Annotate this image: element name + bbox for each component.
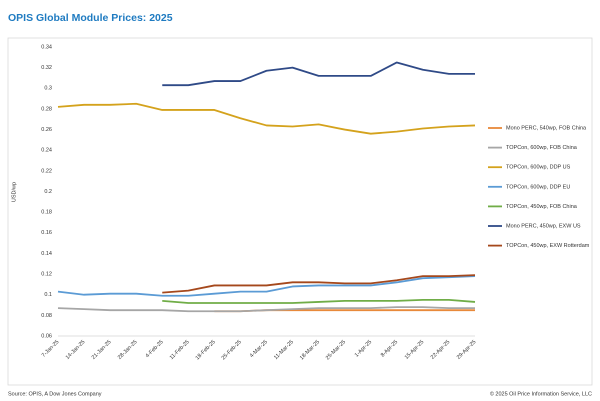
legend-label: Mono PERC, 540wp, FOB China bbox=[506, 125, 587, 131]
x-tick-label: 21-Jan-25 bbox=[91, 339, 113, 361]
x-tick-label: 8-Apr-25 bbox=[380, 339, 399, 358]
series-line bbox=[57, 306, 475, 313]
x-tick-label: 14-Jan-25 bbox=[65, 339, 87, 361]
y-tick-label: 0.16 bbox=[41, 230, 52, 236]
y-tick-label: 0.26 bbox=[41, 127, 52, 133]
series-line bbox=[162, 61, 475, 87]
chart-title: OPIS Global Module Prices: 2025 bbox=[8, 12, 173, 24]
legend-label: Mono PERC, 450wp, EXW US bbox=[506, 223, 581, 229]
series-line bbox=[57, 275, 476, 297]
series-line bbox=[162, 274, 476, 294]
y-tick-label: 0.18 bbox=[41, 210, 52, 216]
x-tick-label: 18-Feb-25 bbox=[195, 339, 217, 361]
y-tick-label: 0.24 bbox=[41, 148, 52, 154]
x-tick-label: 29-Apr-25 bbox=[456, 339, 478, 361]
x-tick-label: 25-Feb-25 bbox=[221, 339, 243, 361]
y-tick-label: 0.2 bbox=[44, 189, 52, 195]
x-tick-label: 4-Feb-25 bbox=[145, 339, 165, 359]
series-line bbox=[162, 298, 476, 304]
x-tick-label: 4-Mar-25 bbox=[249, 339, 269, 359]
x-tick-label: 11-Mar-25 bbox=[273, 339, 295, 361]
y-tick-label: 0.3 bbox=[44, 86, 52, 92]
legend-label: TOPCon, 600wp, DDP US bbox=[506, 165, 571, 171]
legend-label: TOPCon, 450wp, EXW Rotterdam bbox=[506, 243, 590, 249]
x-tick-label: 22-Apr-25 bbox=[430, 339, 452, 361]
y-tick-label: 0.14 bbox=[41, 251, 52, 257]
y-tick-label: 0.12 bbox=[41, 272, 52, 278]
legend-label: TOPCon, 600wp, FOB China bbox=[506, 145, 578, 151]
x-tick-label: 28-Jan-25 bbox=[117, 339, 139, 361]
y-tick-label: 0.28 bbox=[41, 106, 52, 112]
chart-frame bbox=[7, 37, 593, 386]
x-tick-label: 1-Apr-25 bbox=[354, 339, 373, 358]
source-note: Source: OPIS, A Dow Jones Company bbox=[8, 391, 102, 397]
x-tick-label: 25-Mar-25 bbox=[325, 339, 347, 361]
y-tick-label: 0.1 bbox=[44, 292, 52, 298]
y-axis-label: USD/wp bbox=[11, 182, 17, 202]
y-tick-label: 0.34 bbox=[41, 44, 52, 50]
x-tick-label: 7-Jan-25 bbox=[41, 339, 61, 359]
y-tick-label: 0.08 bbox=[41, 313, 52, 319]
series-line bbox=[57, 102, 476, 135]
y-tick-label: 0.32 bbox=[41, 65, 52, 71]
x-tick-label: 15-Apr-25 bbox=[404, 339, 426, 361]
x-tick-label: 11-Feb-25 bbox=[169, 339, 191, 361]
legend-label: TOPCon, 450wp, FOB China bbox=[506, 204, 578, 210]
legend-label: TOPCon, 600wp, DDP EU bbox=[506, 184, 570, 190]
y-tick-label: 0.22 bbox=[41, 168, 52, 174]
x-tick-label: 18-Mar-25 bbox=[299, 339, 321, 361]
y-tick-label: 0.06 bbox=[41, 333, 52, 339]
copyright-note: © 2025 Oil Price Information Service, LL… bbox=[490, 390, 592, 397]
